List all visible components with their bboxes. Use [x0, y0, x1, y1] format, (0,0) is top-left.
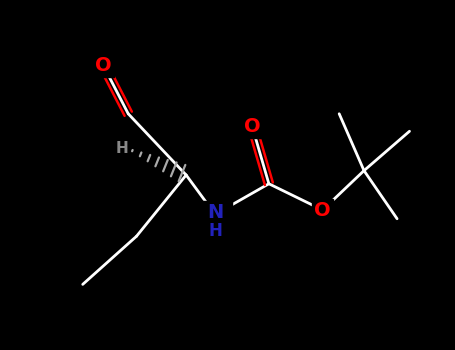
Text: O: O [95, 56, 112, 75]
Text: H: H [116, 141, 128, 156]
Text: N: N [207, 203, 223, 222]
Text: O: O [244, 117, 261, 136]
Bar [312, 199, 333, 221]
Text: O: O [314, 201, 331, 219]
Bar [198, 201, 232, 228]
Bar [242, 116, 263, 138]
Text: H: H [208, 222, 222, 240]
Bar [93, 55, 114, 77]
